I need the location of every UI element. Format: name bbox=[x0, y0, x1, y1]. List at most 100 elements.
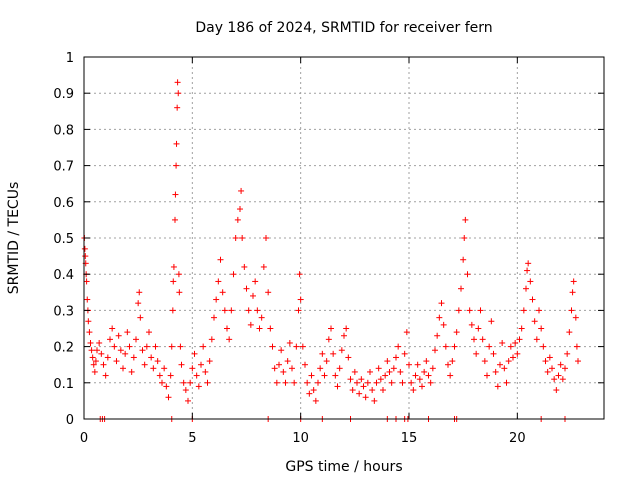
data-point bbox=[182, 387, 189, 394]
data-point bbox=[193, 372, 200, 379]
data-point bbox=[317, 365, 324, 372]
data-point bbox=[408, 379, 415, 386]
data-point bbox=[280, 368, 287, 375]
data-point bbox=[377, 376, 384, 383]
grid bbox=[84, 57, 604, 419]
data-point bbox=[278, 347, 285, 354]
data-point bbox=[546, 354, 553, 361]
data-point bbox=[104, 354, 111, 361]
data-point bbox=[117, 347, 124, 354]
data-point bbox=[569, 289, 576, 296]
data-point bbox=[174, 79, 181, 86]
data-point bbox=[284, 358, 291, 365]
data-point bbox=[566, 329, 573, 336]
data-point bbox=[208, 336, 215, 343]
data-point bbox=[289, 365, 295, 372]
data-point bbox=[146, 329, 152, 336]
data-point bbox=[211, 314, 217, 321]
data-point bbox=[215, 278, 222, 285]
data-point bbox=[122, 350, 129, 357]
data-point bbox=[172, 216, 178, 223]
data-point bbox=[382, 372, 389, 379]
data-point bbox=[143, 343, 150, 350]
data-point bbox=[241, 263, 248, 270]
data-point bbox=[175, 90, 182, 97]
data-point bbox=[432, 347, 438, 354]
data-point bbox=[403, 329, 410, 336]
data-point bbox=[332, 372, 339, 379]
data-point bbox=[555, 372, 562, 379]
data-point bbox=[161, 365, 168, 372]
data-point bbox=[139, 347, 146, 354]
data-point bbox=[397, 368, 404, 375]
data-point bbox=[232, 235, 239, 241]
data-point bbox=[213, 296, 220, 303]
data-point bbox=[172, 191, 179, 198]
data-point bbox=[295, 307, 302, 314]
data-point bbox=[360, 383, 367, 390]
data-point bbox=[406, 361, 412, 368]
data-point bbox=[133, 336, 139, 343]
x-tick-label: 5 bbox=[188, 431, 196, 446]
data-point bbox=[239, 235, 246, 241]
data-point bbox=[91, 368, 98, 375]
data-point bbox=[260, 263, 267, 270]
data-point bbox=[180, 379, 187, 386]
data-point bbox=[486, 343, 493, 350]
data-point bbox=[308, 372, 315, 379]
data-point bbox=[386, 368, 393, 375]
data-point bbox=[126, 343, 133, 350]
data-point bbox=[87, 339, 94, 346]
data-point bbox=[572, 314, 579, 321]
data-point bbox=[449, 358, 456, 365]
data-point bbox=[330, 350, 337, 357]
data-point bbox=[362, 394, 369, 401]
data-point bbox=[388, 379, 395, 386]
data-point bbox=[499, 339, 506, 346]
data-point bbox=[429, 365, 436, 372]
data-point bbox=[542, 358, 549, 365]
data-point bbox=[273, 379, 280, 386]
data-point bbox=[351, 368, 358, 375]
data-point bbox=[447, 372, 454, 379]
data-point bbox=[168, 343, 175, 350]
y-tick-label: 0.9 bbox=[53, 87, 74, 102]
data-point bbox=[484, 372, 490, 379]
data-point bbox=[564, 350, 571, 357]
data-point bbox=[154, 358, 161, 365]
data-point bbox=[562, 365, 568, 372]
data-point bbox=[325, 336, 332, 343]
data-point bbox=[393, 354, 399, 361]
data-point bbox=[481, 358, 488, 365]
data-point bbox=[440, 321, 447, 328]
data-point bbox=[310, 387, 317, 394]
data-point bbox=[559, 376, 566, 383]
data-point bbox=[334, 383, 341, 390]
data-point bbox=[338, 347, 345, 354]
x-tick-label: 20 bbox=[509, 431, 526, 446]
data-point bbox=[177, 343, 184, 350]
data-point bbox=[115, 332, 122, 339]
data-point bbox=[512, 339, 519, 346]
data-point bbox=[466, 307, 473, 314]
y-tick-label: 0.8 bbox=[53, 123, 74, 138]
data-point bbox=[137, 314, 144, 321]
data-point bbox=[299, 343, 306, 350]
data-point bbox=[252, 278, 259, 285]
data-point bbox=[544, 368, 551, 375]
data-point bbox=[549, 365, 555, 372]
data-point bbox=[198, 361, 204, 368]
data-point bbox=[135, 300, 142, 307]
data-point bbox=[141, 361, 148, 368]
data-point bbox=[514, 350, 521, 357]
data-point bbox=[100, 361, 107, 368]
data-point bbox=[503, 379, 510, 386]
data-point bbox=[384, 358, 391, 365]
data-point bbox=[557, 361, 564, 368]
data-point bbox=[206, 358, 213, 365]
data-point bbox=[462, 216, 469, 223]
data-point bbox=[523, 285, 529, 292]
data-point bbox=[167, 372, 174, 379]
data-point bbox=[276, 361, 282, 368]
data-point bbox=[468, 321, 475, 328]
